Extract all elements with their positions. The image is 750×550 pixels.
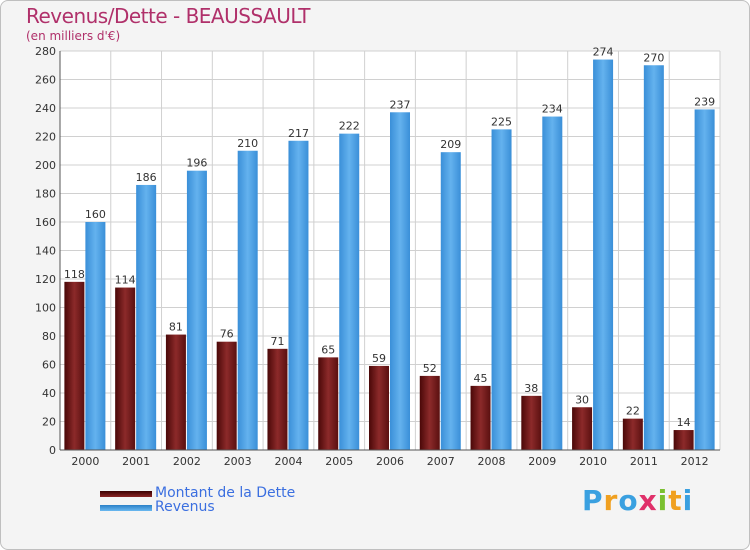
data-label-dette: 52 bbox=[423, 362, 437, 375]
y-tick-label: 280 bbox=[35, 45, 56, 58]
y-tick-label: 160 bbox=[35, 216, 56, 229]
bar-dette bbox=[64, 281, 85, 450]
bar-dette bbox=[470, 385, 491, 450]
logo-letter: x bbox=[638, 484, 658, 517]
logo-letter: i bbox=[682, 484, 694, 517]
bar-dette bbox=[419, 375, 440, 450]
bar-dette bbox=[572, 407, 593, 450]
y-tick-label: 20 bbox=[42, 416, 56, 429]
y-tick-label: 0 bbox=[49, 444, 56, 457]
data-label-revenus: 210 bbox=[237, 137, 258, 150]
bar-revenus bbox=[542, 116, 563, 451]
y-tick-label: 100 bbox=[35, 302, 56, 315]
x-tick-label: 2012 bbox=[681, 455, 709, 468]
bar-revenus bbox=[440, 152, 461, 451]
x-tick-label: 2007 bbox=[427, 455, 455, 468]
bar-dette bbox=[216, 341, 237, 450]
x-tick-label: 2011 bbox=[630, 455, 658, 468]
data-label-dette: 14 bbox=[677, 416, 691, 429]
y-tick-label: 180 bbox=[35, 188, 56, 201]
y-tick-label: 260 bbox=[35, 74, 56, 87]
logo-letter: t bbox=[668, 484, 683, 517]
legend-swatch-dette bbox=[100, 491, 152, 497]
data-label-revenus: 270 bbox=[643, 51, 664, 64]
legend-label-revenus: Revenus bbox=[155, 499, 215, 515]
y-tick-label: 120 bbox=[35, 273, 56, 286]
bar-dette bbox=[115, 287, 136, 450]
axis-layer: 0 20 40 60 80 100 120 140 160 180 200 220 240 260 280 2… bbox=[35, 45, 720, 468]
x-tick-label: 2009 bbox=[528, 455, 556, 468]
bar-revenus bbox=[643, 65, 664, 450]
y-tick-label: 220 bbox=[35, 131, 56, 144]
logo-letter: r bbox=[603, 484, 619, 517]
bar-revenus bbox=[288, 140, 309, 450]
data-label-revenus: 234 bbox=[542, 103, 563, 116]
x-tick-label: 2003 bbox=[224, 455, 252, 468]
bar-dette bbox=[673, 430, 694, 450]
data-label-revenus: 222 bbox=[339, 120, 360, 133]
bar-revenus bbox=[390, 112, 410, 451]
y-tick-label: 200 bbox=[35, 159, 56, 172]
y-tick-label: 140 bbox=[35, 245, 56, 258]
data-label-revenus: 274 bbox=[593, 46, 614, 59]
data-label-revenus: 196 bbox=[186, 157, 207, 170]
data-label-dette: 38 bbox=[524, 382, 538, 395]
data-label-dette: 71 bbox=[270, 335, 284, 348]
data-label-dette: 114 bbox=[115, 274, 136, 287]
data-label-dette: 81 bbox=[169, 321, 183, 334]
bar-revenus bbox=[694, 109, 715, 451]
x-tick-label: 2006 bbox=[376, 455, 404, 468]
data-label-dette: 30 bbox=[575, 393, 589, 406]
chart-subtitle: (en milliers d'€) bbox=[26, 29, 121, 43]
bar-revenus bbox=[339, 133, 360, 450]
bar-dette bbox=[318, 357, 339, 450]
y-tick-label: 80 bbox=[42, 330, 56, 343]
bars-layer bbox=[64, 59, 715, 451]
logo-letter: i bbox=[657, 484, 669, 517]
data-label-dette: 59 bbox=[372, 352, 386, 365]
x-tick-label: 2005 bbox=[325, 455, 353, 468]
data-label-revenus: 160 bbox=[85, 208, 106, 221]
data-label-dette: 45 bbox=[474, 372, 488, 385]
y-tick-label: 40 bbox=[42, 387, 56, 400]
data-label-dette: 118 bbox=[64, 268, 85, 281]
bar-dette bbox=[267, 348, 288, 450]
legend-swatch-revenus bbox=[100, 505, 152, 511]
bar-dette bbox=[622, 418, 643, 450]
data-label-revenus: 217 bbox=[288, 127, 309, 140]
data-label-dette: 22 bbox=[626, 405, 640, 418]
bar-revenus bbox=[237, 150, 258, 450]
x-tick-label: 2002 bbox=[173, 455, 201, 468]
labels-layer: 118 160 114 186 81 196 76 210 71 217 65 222 59 237 52 2… bbox=[64, 46, 715, 429]
data-label-dette: 65 bbox=[321, 343, 335, 356]
bar-revenus bbox=[136, 184, 157, 450]
data-label-revenus: 225 bbox=[491, 115, 512, 128]
bar-dette bbox=[521, 395, 542, 450]
data-label-revenus: 237 bbox=[390, 98, 411, 111]
proxiti-logo: Proxiti bbox=[582, 484, 693, 517]
x-tick-label: 2000 bbox=[71, 455, 99, 468]
bar-revenus bbox=[85, 222, 106, 450]
bar-dette bbox=[369, 365, 389, 450]
data-label-revenus: 186 bbox=[136, 171, 157, 184]
logo-letter: o bbox=[618, 484, 639, 517]
chart-title: Revenus/Dette - BEAUSSAULT bbox=[26, 4, 310, 28]
data-label-revenus: 239 bbox=[694, 95, 715, 108]
bar-dette bbox=[165, 334, 186, 450]
legend-label-dette: Montant de la Dette bbox=[155, 485, 296, 501]
x-tick-label: 2010 bbox=[579, 455, 607, 468]
y-tick-label: 60 bbox=[42, 359, 56, 372]
bar-revenus bbox=[186, 170, 207, 450]
bar-revenus bbox=[593, 59, 614, 451]
logo-letter: P bbox=[582, 484, 604, 517]
x-tick-label: 2008 bbox=[478, 455, 506, 468]
x-tick-label: 2004 bbox=[274, 455, 302, 468]
y-tick-label: 240 bbox=[35, 102, 56, 115]
x-tick-label: 2001 bbox=[122, 455, 150, 468]
bar-revenus bbox=[491, 129, 512, 450]
data-label-revenus: 209 bbox=[440, 138, 461, 151]
data-label-dette: 76 bbox=[220, 328, 234, 341]
